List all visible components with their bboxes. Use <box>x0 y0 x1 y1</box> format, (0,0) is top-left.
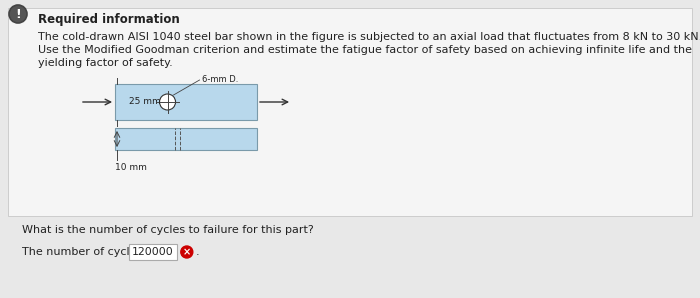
Text: The number of cycles is: The number of cycles is <box>22 247 158 257</box>
Text: Use the Modified Goodman criterion and estimate the fatigue factor of safety bas: Use the Modified Goodman criterion and e… <box>38 45 692 55</box>
Text: 25 mm: 25 mm <box>129 97 161 106</box>
Text: .: . <box>196 247 200 257</box>
Bar <box>8 8 692 216</box>
Circle shape <box>9 5 27 23</box>
Circle shape <box>160 94 176 110</box>
Text: 10 mm: 10 mm <box>115 163 147 172</box>
Text: yielding factor of safety.: yielding factor of safety. <box>38 58 173 68</box>
Circle shape <box>181 246 192 258</box>
Bar <box>129 244 177 260</box>
Text: The cold-drawn AISI 1040 steel bar shown in the figure is subjected to an axial : The cold-drawn AISI 1040 steel bar shown… <box>38 32 700 42</box>
Bar <box>115 128 257 150</box>
Text: What is the number of cycles to failure for this part?: What is the number of cycles to failure … <box>22 225 314 235</box>
Text: 6-mm D.: 6-mm D. <box>202 75 238 85</box>
Text: ×: × <box>183 247 191 257</box>
Bar <box>115 84 257 120</box>
Text: Required information: Required information <box>38 13 180 26</box>
Text: !: ! <box>15 7 21 21</box>
Text: 120000: 120000 <box>132 247 174 257</box>
